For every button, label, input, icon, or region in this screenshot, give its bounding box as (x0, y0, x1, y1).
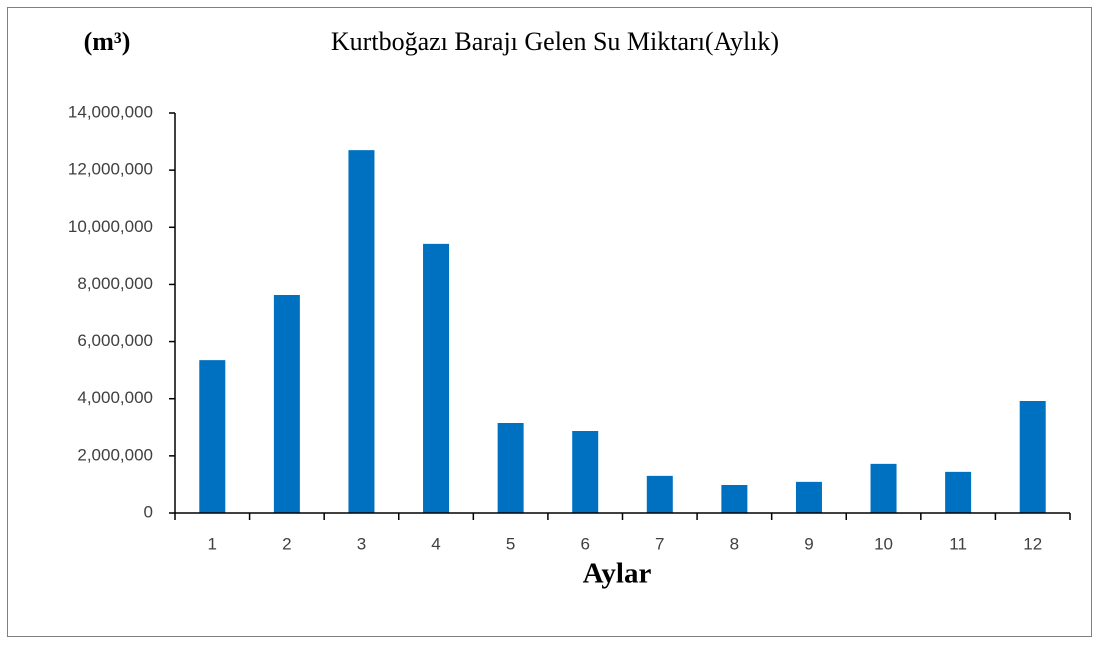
x-tick-label: 5 (506, 534, 515, 553)
y-tick-label: 0 (144, 502, 153, 521)
y-tick-label: 12,000,000 (68, 160, 153, 179)
chart-frame (7, 7, 1092, 637)
bar (721, 485, 748, 513)
x-tick-label: 1 (208, 534, 217, 553)
y-tick-label: 2,000,000 (77, 445, 153, 464)
x-tick-label: 9 (804, 534, 813, 553)
y-axis-label: (m³) (84, 27, 131, 56)
x-tick-label: 8 (730, 534, 739, 553)
x-tick-label: 2 (282, 534, 291, 553)
x-tick-label: 12 (1023, 534, 1042, 553)
bar (870, 463, 897, 513)
x-tick-label: 6 (580, 534, 589, 553)
bar (572, 431, 599, 513)
bar (945, 471, 972, 513)
x-tick-label: 4 (431, 534, 440, 553)
bar (646, 475, 673, 513)
x-tick-label: 7 (655, 534, 664, 553)
chart-title: Kurtboğazı Barajı Gelen Su Miktarı(Aylık… (331, 27, 779, 56)
y-tick-label: 10,000,000 (68, 217, 153, 236)
y-tick-label: 8,000,000 (77, 274, 153, 293)
x-tick-label: 3 (357, 534, 366, 553)
bar (497, 423, 524, 513)
y-tick-label: 14,000,000 (68, 102, 153, 121)
bar (795, 481, 822, 513)
x-axis-label: Aylar (583, 558, 652, 590)
y-tick-label: 4,000,000 (77, 388, 153, 407)
bar (199, 360, 226, 513)
bar (273, 295, 300, 513)
bar (348, 150, 375, 513)
bar (423, 243, 450, 513)
y-tick-label: 6,000,000 (77, 331, 153, 350)
x-tick-label: 11 (949, 534, 967, 553)
bar (1019, 401, 1046, 513)
x-tick-label: 10 (874, 534, 893, 553)
